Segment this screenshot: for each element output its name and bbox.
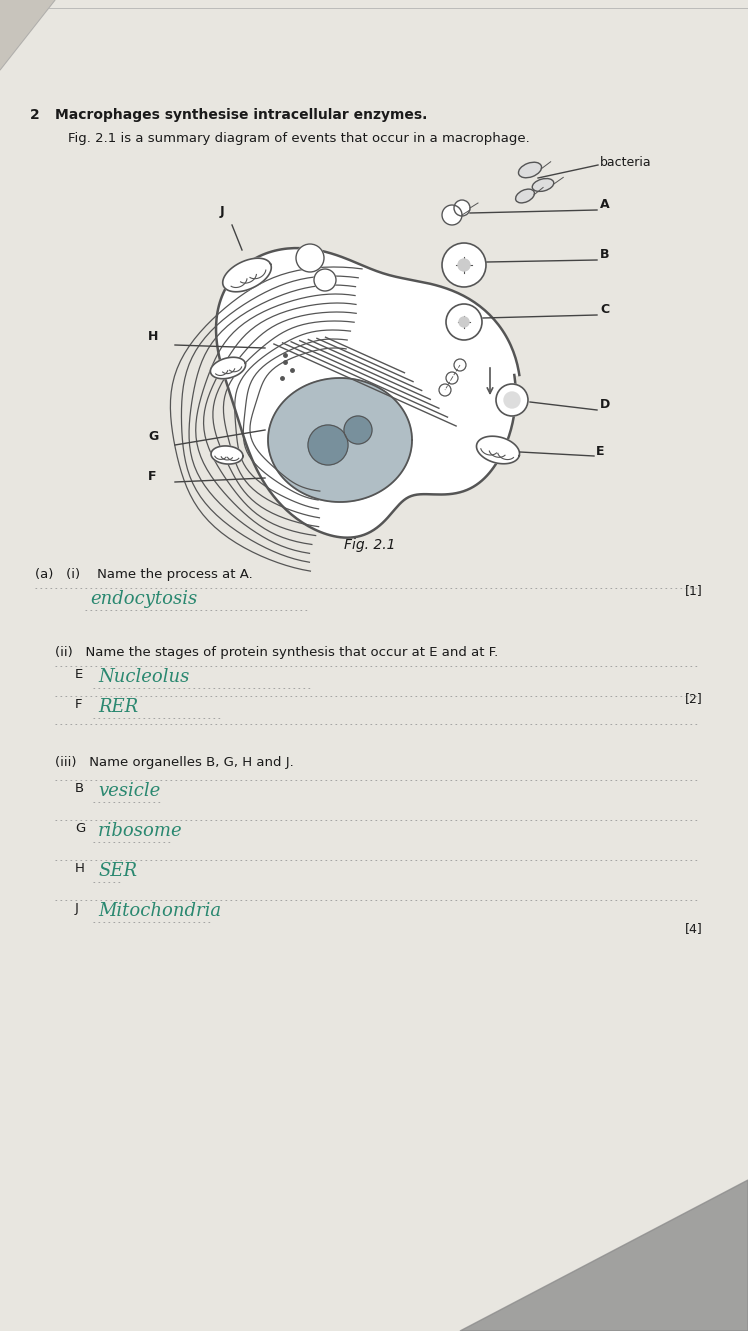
- Circle shape: [442, 244, 486, 287]
- Circle shape: [314, 269, 336, 291]
- Ellipse shape: [518, 162, 542, 178]
- Text: B: B: [600, 248, 610, 261]
- Text: (ii)   Name the stages of protein synthesis that occur at E and at F.: (ii) Name the stages of protein synthesi…: [55, 646, 498, 659]
- Text: Nucleolus: Nucleolus: [98, 668, 189, 685]
- Text: C: C: [600, 303, 609, 315]
- Circle shape: [459, 317, 469, 327]
- Text: (a)   (i)    Name the process at A.: (a) (i) Name the process at A.: [35, 568, 253, 582]
- Circle shape: [442, 205, 462, 225]
- Text: endocytosis: endocytosis: [90, 590, 197, 608]
- Text: [1]: [1]: [685, 584, 703, 598]
- Circle shape: [504, 393, 520, 409]
- Ellipse shape: [515, 189, 534, 202]
- Text: G: G: [148, 430, 159, 443]
- Text: E: E: [75, 668, 83, 681]
- Ellipse shape: [533, 178, 554, 192]
- Text: (iii)   Name organelles B, G, H and J.: (iii) Name organelles B, G, H and J.: [55, 756, 294, 769]
- Text: Fig. 2.1: Fig. 2.1: [344, 538, 396, 552]
- Polygon shape: [476, 437, 520, 463]
- Text: Fig. 2.1 is a summary diagram of events that occur in a macrophage.: Fig. 2.1 is a summary diagram of events …: [68, 132, 530, 145]
- Text: E: E: [596, 445, 604, 458]
- Text: G: G: [75, 823, 85, 835]
- Circle shape: [344, 417, 372, 445]
- Circle shape: [458, 260, 470, 272]
- Text: RER: RER: [98, 697, 138, 716]
- Text: [2]: [2]: [685, 692, 703, 705]
- Polygon shape: [210, 357, 245, 379]
- Polygon shape: [268, 378, 412, 502]
- Text: Macrophages synthesise intracellular enzymes.: Macrophages synthesise intracellular enz…: [55, 108, 427, 122]
- Text: F: F: [75, 697, 82, 711]
- Text: ribosome: ribosome: [98, 823, 183, 840]
- Text: B: B: [75, 783, 84, 795]
- Text: J: J: [220, 205, 224, 218]
- Text: J: J: [75, 902, 79, 914]
- Circle shape: [439, 385, 451, 397]
- Polygon shape: [0, 0, 55, 71]
- Circle shape: [446, 303, 482, 339]
- Text: F: F: [148, 470, 156, 483]
- Text: [4]: [4]: [685, 922, 703, 934]
- Text: H: H: [148, 330, 159, 343]
- Text: vesicle: vesicle: [98, 783, 160, 800]
- Text: 2: 2: [30, 108, 40, 122]
- Polygon shape: [223, 258, 272, 291]
- Text: D: D: [600, 398, 610, 411]
- Text: bacteria: bacteria: [600, 157, 652, 169]
- Text: Mitochondria: Mitochondria: [98, 902, 221, 920]
- Circle shape: [496, 385, 528, 417]
- Circle shape: [454, 200, 470, 216]
- Text: SER: SER: [98, 862, 137, 880]
- Text: H: H: [75, 862, 85, 874]
- Polygon shape: [216, 248, 519, 538]
- Circle shape: [454, 359, 466, 371]
- Circle shape: [308, 425, 348, 465]
- Polygon shape: [211, 446, 243, 465]
- Polygon shape: [460, 1181, 748, 1331]
- Circle shape: [296, 244, 324, 272]
- Circle shape: [446, 371, 458, 385]
- Text: A: A: [600, 198, 610, 212]
